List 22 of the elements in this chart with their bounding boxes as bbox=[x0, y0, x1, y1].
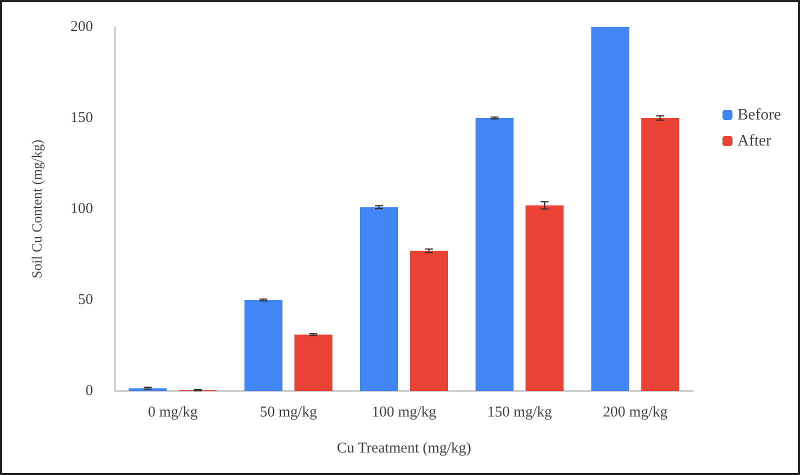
bar bbox=[294, 334, 332, 391]
y-axis-title: Soil Cu Content (mg/kg) bbox=[30, 139, 46, 278]
bar bbox=[244, 300, 282, 391]
legend-label: Before bbox=[737, 106, 781, 124]
x-tick-label: 200 mg/kg bbox=[602, 404, 668, 420]
bar bbox=[360, 207, 398, 391]
x-tick-label: 100 mg/kg bbox=[372, 404, 437, 420]
y-tick-label: 100 bbox=[70, 201, 93, 217]
bar bbox=[410, 250, 448, 391]
y-tick-label: 200 bbox=[70, 19, 93, 35]
x-tick-label: 150 mg/kg bbox=[487, 404, 552, 420]
y-tick-label: 150 bbox=[70, 110, 93, 126]
bar bbox=[526, 205, 564, 391]
y-tick-label: 50 bbox=[78, 292, 93, 308]
bar bbox=[641, 118, 680, 391]
x-tick-label: 50 mg/kg bbox=[260, 404, 318, 420]
x-tick-label: 0 mg/kg bbox=[148, 404, 198, 420]
bar bbox=[591, 27, 630, 391]
x-axis-title: Cu Treatment (mg/kg) bbox=[336, 440, 472, 456]
legend-label: After bbox=[737, 132, 772, 150]
y-tick-label: 0 bbox=[86, 383, 93, 399]
bar bbox=[476, 118, 514, 391]
